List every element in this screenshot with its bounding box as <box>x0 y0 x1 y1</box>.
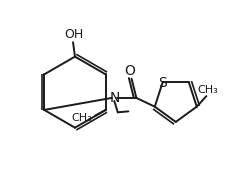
Text: S: S <box>158 76 167 90</box>
Text: O: O <box>124 64 135 78</box>
Text: N: N <box>109 91 120 105</box>
Text: OH: OH <box>64 28 84 41</box>
Text: CH₃: CH₃ <box>71 113 92 123</box>
Text: CH₃: CH₃ <box>197 85 218 95</box>
